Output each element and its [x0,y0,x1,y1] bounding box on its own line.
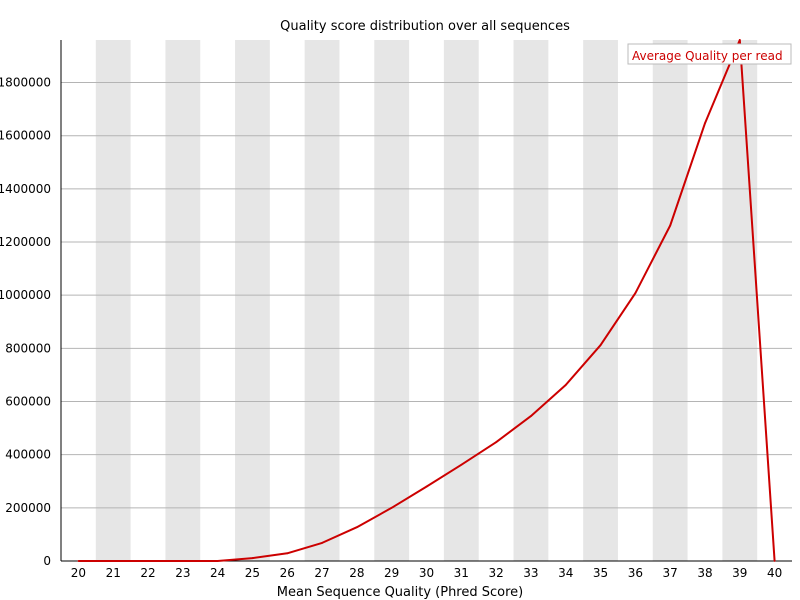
band [443,40,479,561]
data-point [355,526,358,529]
band [235,40,270,561]
alternating-bands [95,40,758,561]
data-point [216,560,219,562]
band [583,40,618,561]
x-tick-label: 37 [663,566,678,580]
x-tick-labels: 20 21 22 23 24 25 26 27 28 29 30 31 32 33 34 35 36 37 38 39… [71,566,782,580]
y-tick-label: 400000 [5,448,51,462]
data-point [564,384,567,386]
y-tick-label: 1800000 [0,76,51,90]
x-tick-label: 28 [349,566,364,580]
data-point [147,560,149,562]
data-point [77,560,80,562]
data-point [704,122,706,125]
band [304,40,340,561]
y-tick-label: 800000 [5,341,51,355]
x-tick-label: 35 [593,566,608,580]
x-tick-label: 33 [523,566,538,580]
data-point [599,344,602,347]
y-tick-label: 200000 [5,501,51,515]
x-tick-label: 21 [106,566,121,580]
data-point [251,557,254,559]
y-tick-labels: 0 200000 400000 600000 800000 1000000 1200000 1… [0,76,51,568]
x-tick-label: 26 [280,566,295,580]
x-tick-label: 29 [384,566,399,580]
y-tick-label: 1200000 [0,235,51,249]
legend-box [627,43,792,65]
y-tick-label: 1600000 [0,129,51,143]
legend: Average Quality per read [627,43,792,65]
y-tick-label: 1000000 [0,288,51,302]
x-tick-label: 20 [71,566,86,580]
x-tick-label: 39 [732,566,747,580]
x-tick-label: 38 [697,566,712,580]
data-point [321,542,323,544]
data-point [181,560,184,562]
x-tick-label: 36 [628,566,643,580]
data-point [495,441,498,444]
data-point [286,552,289,555]
x-tick-label: 31 [454,566,469,580]
x-tick-label: 30 [419,566,434,580]
series-layer [77,39,776,562]
band [165,40,201,561]
x-tick-label: 40 [767,566,782,580]
data-point [773,560,776,562]
x-tick-label: 24 [210,566,225,580]
y-tick-label: 600000 [5,395,51,409]
band [95,40,131,561]
data-point [425,485,428,488]
band [513,40,549,561]
y-tick-label: 0 [43,554,51,568]
x-tick-label: 23 [175,566,190,580]
data-point [460,463,463,466]
x-tick-label: 22 [140,566,155,580]
x-axis-label: Mean Sequence Quality (Phred Score) [277,585,523,600]
legend-label: Average Quality per read [632,49,783,63]
x-tick-label: 34 [558,566,573,580]
band [374,40,410,561]
x-tick-label: 27 [314,566,329,580]
chart-title: Quality score distribution over all sequ… [280,19,570,34]
band [722,40,758,561]
data-point [669,224,672,227]
x-tick-label: 25 [245,566,260,580]
x-tick-label: 32 [488,566,503,580]
data-point [530,415,532,418]
data-point [112,560,115,562]
data-point [390,506,393,509]
band [652,40,688,561]
data-point [634,292,637,294]
y-tick-label: 1400000 [0,182,51,196]
y-gridlines [61,82,792,509]
data-point [738,39,741,41]
